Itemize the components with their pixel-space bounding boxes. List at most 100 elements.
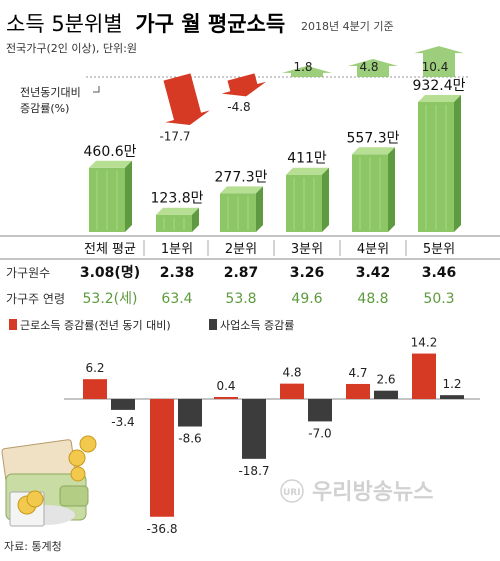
growth-value-label: -3.4 <box>111 415 134 429</box>
growth-bar-labor <box>280 383 304 399</box>
group-header: 3분위 <box>291 242 323 257</box>
income-bar-top <box>220 186 263 194</box>
change-arrow-up <box>414 46 464 77</box>
legend-label-business: 사업소득 증감률 <box>220 319 294 332</box>
change-value-label: -4.8 <box>227 100 250 114</box>
change-label-pointer <box>93 86 100 93</box>
income-bar-top <box>418 95 461 102</box>
change-label-line1: 전년동기대비 <box>20 86 81 99</box>
change-arrow <box>348 58 398 77</box>
growth-bar-business <box>111 399 135 410</box>
growth-bar-labor <box>83 379 107 399</box>
title-light: 소득 5분위별 <box>6 12 123 36</box>
period-label: 2018년 4분기 기준 <box>301 20 394 33</box>
growth-value-label: 4.7 <box>348 366 367 380</box>
growth-value-label: -8.6 <box>178 432 201 446</box>
coin-icon <box>26 490 44 508</box>
table-cell: 3.08(명) <box>80 264 140 281</box>
table-cell: 3.26 <box>290 265 325 281</box>
table-cell: 49.6 <box>291 291 322 307</box>
income-bar <box>286 167 329 232</box>
growth-bar-labor <box>346 383 370 399</box>
change-arrow-down <box>221 73 267 97</box>
change-arrow <box>163 73 210 126</box>
income-value-label: 277.3만 <box>215 169 268 185</box>
change-arrow <box>282 65 332 77</box>
growth-bar-labor <box>214 397 238 399</box>
growth-bar-labor <box>412 353 436 399</box>
group-header: 전체 평균 <box>84 242 136 257</box>
table-cell: 53.8 <box>225 291 256 307</box>
group-header: 5분위 <box>423 242 455 257</box>
table-cell: 63.4 <box>161 291 192 307</box>
change-value-label: -17.7 <box>159 130 190 144</box>
change-value-label: 10.4 <box>422 60 449 74</box>
income-bar-top <box>286 167 329 175</box>
income-bar-side <box>125 160 132 232</box>
legend-swatch-business <box>209 319 217 330</box>
change-arrows: -17.7 -4.8 1.8 4.8 10.4 <box>159 46 464 144</box>
growth-value-label: 0.4 <box>216 379 235 393</box>
group-headers: 전체 평균 1분위 2분위 3분위 4분위 5분위 <box>84 240 455 257</box>
group-header: 1분위 <box>161 242 193 257</box>
income-value-label: 932.4만 <box>413 78 466 94</box>
watermark-mark: URI <box>283 488 301 498</box>
income-bar <box>418 95 461 232</box>
group-header: 4분위 <box>357 242 389 257</box>
growth-value-label: 4.8 <box>282 366 301 380</box>
subtitle: 전국가구(2인 이상), 단위:원 <box>6 42 137 55</box>
growth-value-label: -36.8 <box>146 522 177 536</box>
change-label-line2: 증감률(%) <box>20 102 69 115</box>
table-cell: 48.8 <box>357 291 388 307</box>
income-bar-side <box>192 207 199 232</box>
watermark-logo-icon <box>280 479 304 503</box>
growth-bar-business <box>374 390 398 399</box>
growth-value-label: 1.2 <box>442 377 461 391</box>
income-bar-side <box>322 167 329 232</box>
table-cell: 3.42 <box>356 265 391 281</box>
income-bar-top <box>352 147 395 155</box>
coin-icon <box>79 435 97 453</box>
growth-value-label: 6.2 <box>85 361 104 375</box>
table-cell: 3.46 <box>422 265 457 281</box>
legend-swatch-labor <box>9 319 17 330</box>
income-bar-top <box>156 207 199 215</box>
income-value-label: 123.8만 <box>151 191 204 207</box>
watermark: URI 우리방송뉴스 <box>280 479 433 505</box>
growth-value-label: -7.0 <box>308 426 331 440</box>
table-row-label: 가구원수 <box>6 266 50 280</box>
page-title: 소득 5분위별 가구 월 평균소득 <box>6 12 285 36</box>
watermark-text: 우리방송뉴스 <box>312 480 433 505</box>
table-cell: 50.3 <box>423 291 454 307</box>
group-header: 2분위 <box>225 242 257 257</box>
income-bar <box>352 147 395 232</box>
change-arrow-up <box>348 58 398 77</box>
table-row-label: 가구주 연령 <box>6 292 65 306</box>
coin-icon <box>68 449 86 467</box>
income-bar-side <box>256 186 263 232</box>
income-bar-top <box>89 160 132 168</box>
table-cell: 2.38 <box>160 265 195 281</box>
growth-bar-business <box>242 399 266 459</box>
table-cell: 2.87 <box>224 265 259 281</box>
income-value-label: 411만 <box>287 151 327 167</box>
change-value-label: 4.8 <box>359 60 378 74</box>
growth-bar-business <box>178 399 202 427</box>
growth-bar-business <box>440 395 464 399</box>
title-bold: 가구 월 평균소득 <box>135 12 285 36</box>
table-cell: 53.2(세) <box>83 291 138 307</box>
growth-value-label: 14.2 <box>411 336 438 350</box>
income-bar <box>156 207 199 232</box>
income-value-label: 460.6만 <box>84 144 137 160</box>
income-bar-side <box>388 147 395 232</box>
change-arrow <box>221 73 267 97</box>
change-arrow-down <box>163 73 210 126</box>
change-value-label: 1.8 <box>293 60 312 74</box>
change-arrow-up <box>282 65 332 77</box>
change-arrow <box>414 46 464 77</box>
growth-bars: 6.2 -3.4 -36.8 -8.6 0.4 -18.7 4.8 -7.0 4.7 2.6 14.… <box>83 336 464 536</box>
income-bar <box>220 186 263 232</box>
wallet-illustration <box>1 435 97 527</box>
